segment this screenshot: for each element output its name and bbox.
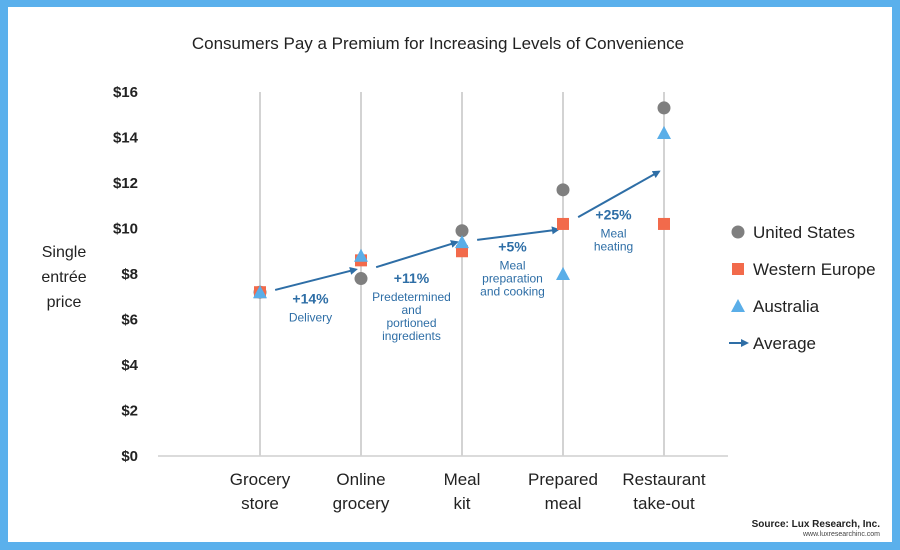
data-point-triangle	[657, 125, 671, 139]
y-axis: $0 $2 $4 $6 $8 $10 $12 $14 $16	[113, 84, 139, 465]
average-annotation: Meal	[600, 226, 626, 240]
average-annotation: Predetermined	[372, 290, 451, 304]
y-axis-label: Single entrée price	[41, 244, 86, 311]
legend-marker	[731, 225, 745, 239]
average-pct-label: +25%	[595, 206, 632, 222]
average-annotation: ingredients	[382, 329, 441, 343]
data-point-triangle	[354, 248, 368, 262]
legend-label: Australia	[753, 297, 820, 316]
data-point-square	[658, 217, 670, 230]
y-label-line: Single	[42, 244, 87, 261]
average-arrow	[375, 240, 459, 269]
x-tick-label: grocery	[333, 494, 390, 513]
category-gridlines	[158, 92, 728, 457]
average-arrows: +14% Delivery +11% Predeterminedandportione…	[274, 170, 661, 343]
x-tick-label: Meal	[444, 470, 481, 489]
average-annotation: and cooking	[480, 284, 545, 298]
average-annotation: portioned	[386, 316, 436, 330]
source-url: www.luxresearchinc.com	[802, 531, 880, 538]
average-annotation: Delivery	[289, 311, 332, 325]
data-point-square	[456, 245, 468, 258]
x-tick-label: Prepared	[528, 470, 598, 489]
y-tick-label: $2	[121, 403, 138, 420]
x-tick-label: take-out	[633, 494, 695, 513]
average-annotation: preparation	[482, 271, 543, 285]
x-tick-label: Online	[336, 470, 385, 489]
data-point-circle	[354, 272, 368, 286]
legend-marker	[732, 263, 744, 275]
data-point-circle	[556, 183, 570, 197]
y-tick-label: $6	[121, 312, 138, 329]
x-tick-label: store	[241, 494, 279, 513]
y-tick-label: $8	[121, 266, 138, 283]
x-tick-label: Grocery	[230, 470, 291, 489]
average-annotation: and	[401, 303, 421, 317]
y-tick-label: $14	[113, 130, 139, 147]
data-point-circle	[657, 101, 671, 115]
y-tick-label: $0	[121, 448, 138, 465]
x-tick-label: meal	[545, 494, 582, 513]
chart-frame: Consumers Pay a Premium for Increasing L…	[8, 7, 892, 542]
y-label-line: price	[47, 294, 82, 311]
legend-label: Average	[753, 334, 816, 353]
y-tick-label: $16	[113, 84, 138, 101]
data-point-triangle	[556, 267, 570, 280]
legend-label: United States	[753, 223, 855, 242]
chart-svg: Consumers Pay a Premium for Increasing L…	[41, 34, 881, 538]
average-arrow	[577, 170, 661, 218]
data-points	[253, 101, 671, 299]
average-arrow	[274, 267, 358, 291]
data-point-square	[557, 217, 569, 230]
data-point-triangle	[253, 285, 267, 299]
x-tick-label: Restaurant	[622, 470, 705, 489]
y-label-line: entrée	[41, 269, 86, 286]
data-point-circle	[455, 224, 469, 238]
source-note: Source: Lux Research, Inc.	[752, 519, 881, 530]
y-tick-label: $10	[113, 221, 138, 238]
y-tick-label: $12	[113, 175, 138, 192]
legend-marker	[731, 299, 745, 312]
average-annotation: heating	[594, 239, 633, 253]
x-axis: Grocery store Online grocery Meal kit Prepared…	[230, 470, 706, 513]
data-point-triangle	[455, 235, 469, 249]
average-pct-label: +11%	[394, 270, 430, 286]
y-tick-label: $4	[121, 357, 138, 374]
x-tick-label: kit	[454, 494, 471, 513]
average-annotation: Meal	[499, 258, 525, 272]
chart-title: Consumers Pay a Premium for Increasing L…	[192, 34, 684, 53]
average-pct-label: +5%	[498, 238, 527, 254]
legend: United States Western Europe Australia Aver…	[729, 223, 876, 353]
legend-label: Western Europe	[753, 260, 876, 279]
average-pct-label: +14%	[292, 291, 329, 307]
average-arrow	[477, 226, 560, 241]
